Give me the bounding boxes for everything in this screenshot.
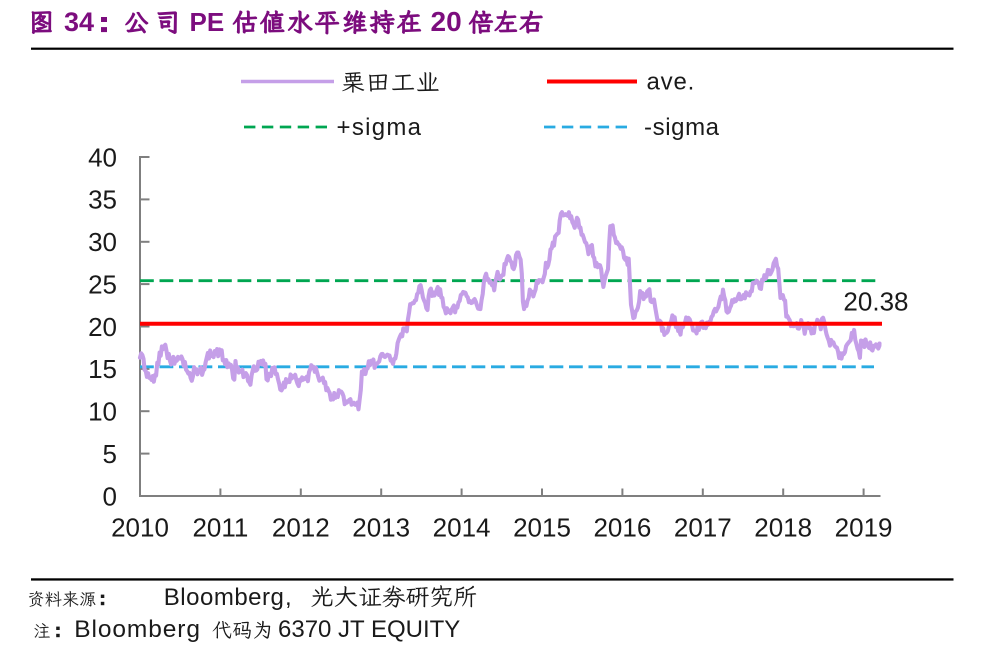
svg-text:Bloomberg: Bloomberg bbox=[74, 616, 201, 643]
svg-text:,: , bbox=[285, 584, 292, 611]
svg-text:20.38: 20.38 bbox=[843, 287, 908, 317]
svg-text:20: 20 bbox=[88, 312, 117, 342]
svg-text:35: 35 bbox=[88, 185, 117, 215]
svg-text:2013: 2013 bbox=[352, 513, 410, 543]
svg-text:25: 25 bbox=[88, 269, 117, 299]
svg-text:0: 0 bbox=[103, 481, 117, 511]
svg-text:30: 30 bbox=[88, 227, 117, 257]
svg-text:2011: 2011 bbox=[192, 513, 248, 543]
svg-text:2012: 2012 bbox=[272, 513, 330, 543]
svg-text:6370 JT EQUITY: 6370 JT EQUITY bbox=[278, 616, 460, 643]
svg-text:PE: PE bbox=[190, 7, 225, 37]
svg-text:2018: 2018 bbox=[754, 513, 812, 543]
svg-text:2017: 2017 bbox=[674, 513, 732, 543]
svg-text:10: 10 bbox=[88, 397, 117, 427]
svg-text:2015: 2015 bbox=[513, 513, 571, 543]
svg-text:-sigma: -sigma bbox=[644, 114, 720, 141]
svg-text:2010: 2010 bbox=[111, 513, 169, 543]
svg-text:Bloomberg: Bloomberg bbox=[164, 584, 285, 611]
svg-text:ave.: ave. bbox=[647, 69, 696, 96]
svg-text:2014: 2014 bbox=[433, 513, 491, 543]
svg-text:34: 34 bbox=[64, 7, 94, 37]
svg-text:20: 20 bbox=[431, 6, 462, 37]
svg-text:5: 5 bbox=[103, 439, 117, 469]
svg-text:2019: 2019 bbox=[835, 513, 893, 543]
svg-text:40: 40 bbox=[88, 142, 117, 172]
svg-text:2016: 2016 bbox=[593, 513, 651, 543]
svg-text:+sigma: +sigma bbox=[337, 114, 423, 141]
svg-text:15: 15 bbox=[88, 354, 117, 384]
